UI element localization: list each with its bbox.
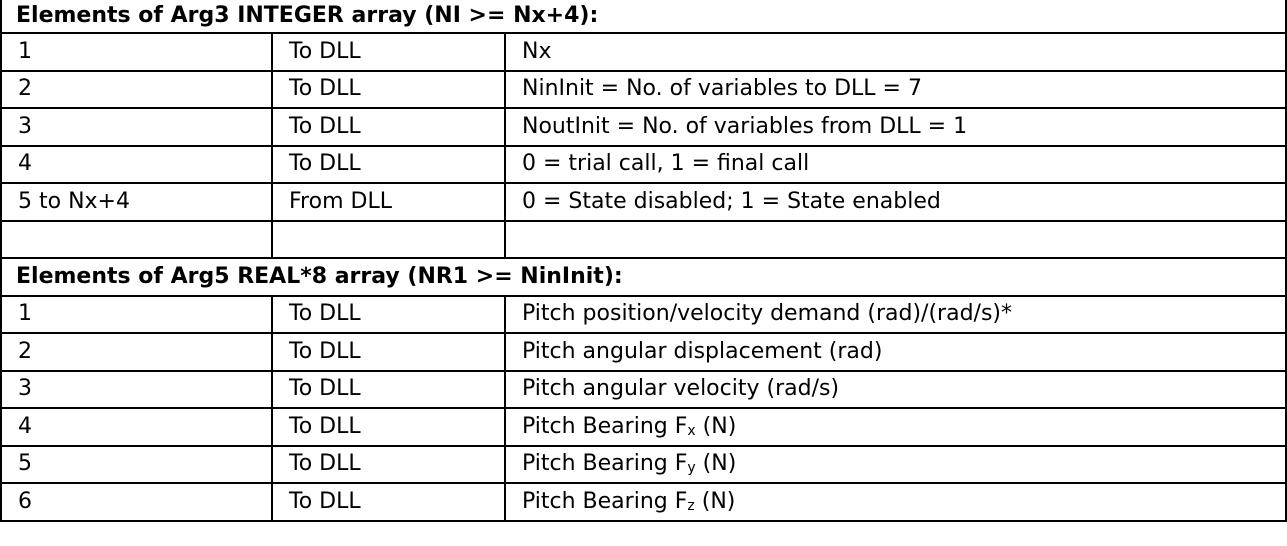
element-index-cell: 6 [0,482,273,522]
element-index-cell [0,219,273,259]
description-cell: 0 = State disabled; 1 = State enabled [503,182,1287,222]
subscript: x [687,422,696,439]
table-row: 3 To DLL NoutInit = No. of variables from … [0,107,1287,147]
description-cell: 0 = trial call, 1 = final call [503,144,1287,184]
section-header-row: Elements of Arg3 INTEGER array (NI >= Nx… [0,0,1287,34]
direction-cell: To DLL [271,107,506,147]
direction-cell: To DLL [271,407,506,447]
table-body: Elements of Arg3 INTEGER array (NI >= Nx… [0,0,1287,522]
table-row: 1 To DLL Nx [0,32,1287,72]
description-cell: NoutInit = No. of variables from DLL = 1 [503,107,1287,147]
direction-cell: To DLL [271,369,506,409]
element-index-cell: 1 [0,32,273,72]
direction-cell: From DLL [271,182,506,222]
description-cell: Pitch angular displacement (rad) [503,332,1287,372]
description-suffix: (N) [694,488,736,514]
element-index-cell: 3 [0,107,273,147]
element-index-cell: 2 [0,69,273,109]
table-row: 4 To DLL Pitch Bearing Fx (N) [0,407,1287,447]
direction-cell: To DLL [271,332,506,372]
description-suffix: (N) [695,413,737,439]
direction-cell [271,219,506,259]
description-cell: Nx [503,32,1287,72]
direction-cell: To DLL [271,444,506,484]
description-cell: Pitch Bearing Fz (N) [503,482,1287,522]
table-row: 2 To DLL Pitch angular displacement (rad) [0,332,1287,372]
table-row: 5 to Nx+4 From DLL 0 = State disabled; 1 =… [0,182,1287,222]
subscript: y [687,460,696,477]
section-title: Elements of Arg3 INTEGER array (NI >= Nx… [0,0,1287,34]
table-row: 4 To DLL 0 = trial call, 1 = final call [0,144,1287,184]
description-cell: Pitch Bearing Fy (N) [503,444,1287,484]
element-index-cell: 5 [0,444,273,484]
table-row: 2 To DLL NinInit = No. of variables to DLL… [0,69,1287,109]
subscript: z [687,497,695,514]
table-row: 1 To DLL Pitch position/velocity demand (r… [0,294,1287,334]
element-index-cell: 2 [0,332,273,372]
description-text: Pitch Bearing F [522,451,688,477]
description-cell: Pitch position/velocity demand (rad)/(ra… [503,294,1287,334]
description-cell: NinInit = No. of variables to DLL = 7 [503,69,1287,109]
table-row: 6 To DLL Pitch Bearing Fz (N) [0,482,1287,522]
direction-cell: To DLL [271,32,506,72]
direction-cell: To DLL [271,69,506,109]
description-cell: Pitch Bearing Fx (N) [503,407,1287,447]
dll-arguments-table: Elements of Arg3 INTEGER array (NI >= Nx… [0,0,1287,522]
description-text: Pitch Bearing F [522,413,688,439]
section-header-row: Elements of Arg5 REAL*8 array (NR1 >= Ni… [0,257,1287,297]
description-cell [503,219,1287,259]
description-text: Pitch Bearing F [522,488,688,514]
element-index-cell: 1 [0,294,273,334]
table-row: 3 To DLL Pitch angular velocity (rad/s) [0,369,1287,409]
element-index-cell: 3 [0,369,273,409]
direction-cell: To DLL [271,294,506,334]
table-row: 5 To DLL Pitch Bearing Fy (N) [0,444,1287,484]
element-index-cell: 4 [0,407,273,447]
direction-cell: To DLL [271,144,506,184]
table-row [0,219,1287,259]
section-title: Elements of Arg5 REAL*8 array (NR1 >= Ni… [0,257,1287,297]
description-cell: Pitch angular velocity (rad/s) [503,369,1287,409]
element-index-cell: 5 to Nx+4 [0,182,273,222]
element-index-cell: 4 [0,144,273,184]
direction-cell: To DLL [271,482,506,522]
description-suffix: (N) [695,451,737,477]
